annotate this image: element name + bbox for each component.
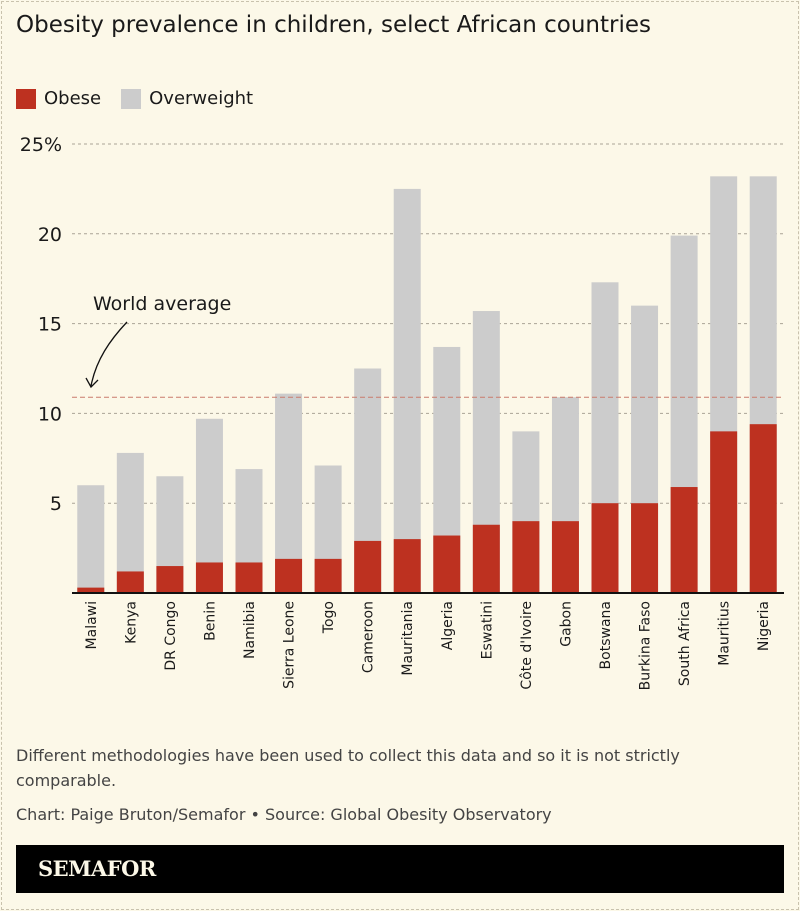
bar-obese — [77, 587, 105, 593]
x-tick-label: Kenya — [123, 601, 139, 644]
x-tick-label: Cameroon — [361, 601, 377, 673]
bar-obese — [631, 503, 659, 593]
x-tick-label: Mauritius — [717, 601, 733, 666]
x-tick-label: Burkina Faso — [638, 601, 654, 690]
bar-obese — [156, 566, 184, 593]
bar-obese — [354, 540, 382, 593]
bar-chart: 5 10 15 20 25% Malawi Kenya DR Congo Benin Namibi… — [20, 134, 784, 690]
y-tick-label: 25% — [20, 134, 62, 156]
world-average-label: World average — [93, 293, 231, 315]
x-tick-label: Côte d'Ivoire — [519, 601, 535, 690]
chart-title: Obesity prevalence in children, select A… — [16, 12, 651, 38]
bar-obese — [512, 521, 540, 593]
bar-obese — [393, 539, 421, 593]
x-tick-label: DR Congo — [163, 601, 179, 671]
bar-obese — [235, 562, 263, 593]
credit-line: Chart: Paige Bruton/Semafor • Source: Gl… — [16, 805, 552, 824]
x-tick-label: South Africa — [677, 601, 693, 686]
annotation-arrow-icon — [90, 321, 128, 387]
y-tick-label: 15 — [38, 314, 62, 336]
x-tick-label: Namibia — [242, 601, 258, 659]
x-tick-label: Mauritania — [400, 601, 416, 676]
bar-obese — [433, 535, 461, 593]
legend-item-obese: Obese — [16, 88, 101, 109]
bar-obese — [116, 571, 144, 593]
footnote: Different methodologies have been used t… — [16, 746, 680, 790]
x-tick-label: Algeria — [440, 601, 456, 650]
bar-obese — [551, 521, 579, 593]
legend-label-obese: Obese — [44, 88, 102, 109]
y-tick-label: 20 — [38, 224, 62, 246]
brand-bar: SEMAFOR — [16, 845, 784, 893]
legend-swatch-overweight — [121, 88, 142, 109]
x-tick-label: Eswatini — [479, 601, 495, 659]
y-tick-label: 10 — [38, 403, 62, 425]
bar-overweight — [116, 452, 144, 593]
legend: Obese Overweight — [16, 88, 253, 109]
y-tick-label: 5 — [50, 493, 62, 515]
bar-obese — [591, 503, 619, 593]
semafor-logo: SEMAFOR — [38, 856, 156, 881]
bar-obese — [670, 487, 698, 593]
bar-obese — [195, 562, 223, 593]
bar-overweight — [77, 485, 105, 593]
x-tick-label: Benin — [202, 601, 218, 641]
bar-overweight — [393, 188, 421, 593]
x-tick-label: Sierra Leone — [282, 601, 298, 689]
bar-obese — [314, 558, 342, 593]
x-tick-label: Togo — [321, 601, 337, 634]
bar-obese — [749, 424, 777, 593]
x-tick-label: Malawi — [84, 601, 100, 649]
bar-obese — [275, 558, 303, 593]
legend-item-overweight: Overweight — [121, 88, 253, 109]
legend-label-overweight: Overweight — [149, 88, 254, 109]
x-tick-label: Gabon — [558, 601, 574, 647]
x-tick-label: Botswana — [598, 601, 614, 669]
bar-obese — [472, 524, 500, 593]
arrowhead-icon — [85, 377, 99, 389]
bar-obese — [710, 431, 738, 593]
legend-swatch-obese — [16, 88, 36, 109]
x-tick-label: Nigeria — [756, 601, 772, 651]
